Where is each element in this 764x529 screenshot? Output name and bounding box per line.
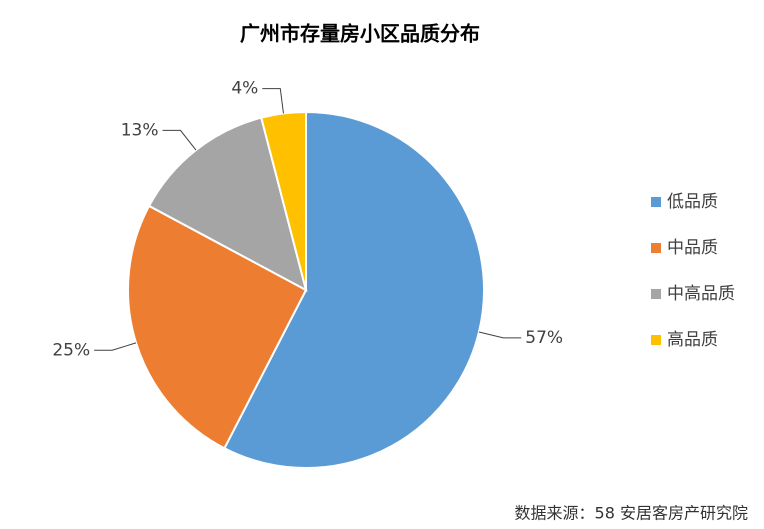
data-label: 13% (121, 120, 159, 140)
legend-label: 中品质 (667, 238, 718, 258)
data-label: 4% (231, 79, 258, 99)
legend-label: 中高品质 (667, 284, 735, 304)
legend-label: 低品质 (667, 192, 718, 212)
legend-swatch (651, 243, 661, 253)
chart-title: 广州市存量房小区品质分布 (240, 22, 480, 46)
data-label: 25% (52, 340, 90, 360)
legend-swatch (651, 197, 661, 207)
source-note: 数据来源：58 安居客房产研究院 (515, 504, 748, 523)
leader-line (262, 88, 284, 114)
legend-label: 高品质 (667, 330, 718, 350)
leader-line (162, 129, 197, 151)
leader-line (478, 331, 522, 339)
data-label: 57% (525, 328, 563, 348)
leader-line (94, 342, 137, 351)
legend-swatch (651, 335, 661, 345)
legend-swatch (651, 289, 661, 299)
pie-slice (223, 110, 485, 469)
pie-slice (260, 110, 307, 291)
